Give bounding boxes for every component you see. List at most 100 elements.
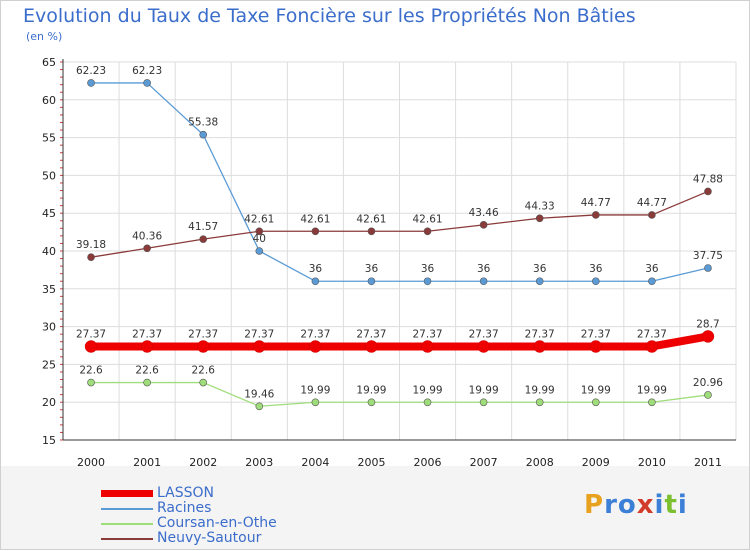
axes: 15 20 25 30 35 40 45 50 55 60 65 2000 2001 2002 2003 20… bbox=[42, 56, 736, 469]
data-point bbox=[143, 79, 151, 87]
data-point bbox=[367, 398, 376, 407]
data-label: 22.6 bbox=[135, 365, 159, 377]
data-point bbox=[701, 330, 715, 343]
data-point bbox=[140, 340, 154, 353]
data-label: 36 bbox=[533, 263, 547, 275]
legend-swatch bbox=[101, 490, 153, 497]
data-point bbox=[704, 391, 712, 399]
data-point bbox=[367, 277, 376, 286]
data-label: 22.6 bbox=[79, 365, 103, 377]
y-tick-label: 45 bbox=[42, 207, 56, 220]
legend-label: LASSON bbox=[157, 485, 214, 501]
data-label: 44.77 bbox=[581, 197, 611, 209]
data-labels: 27.37 27.37 27.37 27.37 27.37 27.37 27.37 27.37… bbox=[76, 65, 723, 400]
data-label: 19.99 bbox=[581, 384, 611, 396]
data-point bbox=[704, 264, 712, 272]
data-label: 19.99 bbox=[413, 384, 443, 396]
data-point bbox=[367, 227, 376, 236]
proxiti-logo: Proxiti bbox=[584, 490, 688, 520]
data-label: 27.37 bbox=[525, 328, 555, 340]
y-tick-label: 15 bbox=[42, 434, 56, 447]
data-point bbox=[309, 340, 322, 353]
data-label: 40 bbox=[253, 233, 266, 245]
legend-swatch bbox=[101, 523, 153, 525]
y-tick-label: 35 bbox=[42, 283, 56, 296]
logo-letter: P bbox=[584, 490, 605, 520]
data-point bbox=[255, 227, 264, 236]
data-label: 44.33 bbox=[525, 200, 555, 212]
y-tick-label: 50 bbox=[42, 169, 56, 182]
logo-letter: x bbox=[636, 490, 655, 520]
logo-letter: r bbox=[604, 490, 618, 520]
data-point bbox=[423, 227, 432, 236]
x-tick-label: 2009 bbox=[582, 456, 610, 469]
data-point bbox=[648, 277, 656, 286]
data-point bbox=[423, 277, 432, 286]
x-tick-label: 2000 bbox=[77, 456, 105, 469]
data-label: 22.6 bbox=[192, 365, 216, 377]
data-point bbox=[477, 340, 490, 353]
data-label: 27.37 bbox=[76, 328, 106, 340]
x-tick-label: 2008 bbox=[526, 456, 554, 469]
legend-label: Coursan-en-Othe bbox=[157, 515, 277, 531]
data-label: 28.7 bbox=[696, 318, 719, 330]
chart-subtitle: (en %) bbox=[26, 30, 63, 43]
data-point bbox=[143, 244, 151, 253]
data-point bbox=[704, 187, 712, 196]
data-label: 27.37 bbox=[132, 328, 162, 340]
y-tick-label: 20 bbox=[42, 396, 56, 409]
data-label: 19.99 bbox=[637, 384, 667, 396]
grid bbox=[62, 61, 737, 441]
data-label: 55.38 bbox=[188, 117, 218, 129]
data-label: 27.37 bbox=[637, 328, 667, 340]
data-point bbox=[84, 340, 98, 353]
y-tick-label: 65 bbox=[42, 56, 56, 69]
data-point bbox=[421, 340, 434, 353]
series-line-neuvy-sautour bbox=[90, 190, 709, 258]
data-point bbox=[199, 130, 208, 139]
series-line-coursan-en-othe bbox=[90, 381, 709, 407]
y-tick-label: 30 bbox=[42, 321, 56, 334]
x-tick-label: 2007 bbox=[470, 456, 498, 469]
data-label: 43.46 bbox=[469, 207, 499, 219]
y-tick-label: 60 bbox=[42, 94, 56, 107]
data-point bbox=[479, 277, 488, 286]
x-tick-label: 2006 bbox=[414, 456, 442, 469]
data-label: 40.36 bbox=[132, 230, 162, 242]
data-label: 27.37 bbox=[356, 328, 386, 340]
data-label: 42.61 bbox=[356, 213, 386, 225]
y-tick-label: 25 bbox=[42, 358, 56, 371]
data-label: 47.88 bbox=[693, 173, 723, 185]
data-point bbox=[648, 211, 656, 219]
data-point bbox=[591, 398, 600, 407]
data-label: 19.99 bbox=[525, 384, 555, 396]
chart-title: Evolution du Taux de Taxe Foncière sur l… bbox=[23, 5, 636, 27]
x-tick-label: 2001 bbox=[133, 456, 161, 469]
x-tick-label: 2004 bbox=[301, 456, 329, 469]
data-point bbox=[311, 398, 320, 407]
data-point bbox=[648, 398, 656, 407]
y-tick-label: 55 bbox=[42, 132, 56, 145]
data-point bbox=[535, 214, 544, 223]
data-label: 19.46 bbox=[244, 388, 274, 400]
data-label: 27.37 bbox=[413, 328, 443, 340]
data-label: 36 bbox=[645, 263, 659, 275]
data-label: 27.37 bbox=[300, 328, 330, 340]
data-point bbox=[365, 340, 378, 353]
data-point bbox=[591, 277, 600, 286]
logo-letter: t bbox=[664, 490, 678, 520]
data-point bbox=[87, 79, 95, 87]
x-tick-label: 2011 bbox=[694, 456, 722, 469]
legend-swatch bbox=[101, 508, 153, 510]
data-point bbox=[535, 277, 544, 286]
data-label: 36 bbox=[365, 263, 379, 275]
legend-label: Racines bbox=[157, 500, 212, 516]
data-label: 62.23 bbox=[132, 65, 162, 77]
data-point bbox=[479, 221, 488, 229]
series-line-lasson bbox=[87, 332, 712, 351]
data-point bbox=[253, 340, 266, 353]
data-label: 27.37 bbox=[469, 328, 499, 340]
data-point bbox=[199, 378, 208, 387]
